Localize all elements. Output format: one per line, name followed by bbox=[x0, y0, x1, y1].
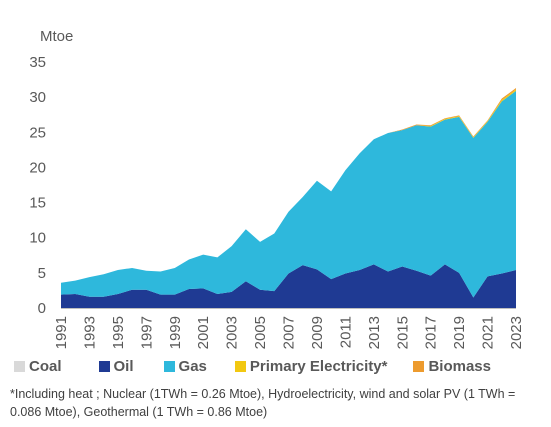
y-tick-label: 30 bbox=[29, 89, 46, 106]
chart: Mtoe 0 5 10 15 20 25 30 35 1991 1993 1995 1997 1999… bbox=[29, 28, 525, 349]
y-unit-label: Mtoe bbox=[40, 28, 73, 45]
legend-label: Coal bbox=[29, 357, 62, 375]
y-tick-label: 20 bbox=[29, 159, 46, 176]
x-tick-label: 2021 bbox=[480, 316, 497, 349]
area-oil bbox=[61, 264, 516, 308]
legend-swatch bbox=[98, 360, 110, 372]
x-tick-label: 1995 bbox=[110, 316, 127, 349]
x-tick-label: 2013 bbox=[366, 316, 383, 349]
legend-label: Biomass bbox=[428, 357, 491, 375]
y-tick-label: 5 bbox=[38, 265, 46, 282]
legend-item-biomass: Biomass bbox=[413, 358, 491, 375]
x-tick-label: 1993 bbox=[81, 316, 98, 349]
x-tick-label: 2015 bbox=[394, 316, 411, 349]
y-tick-label: 25 bbox=[29, 124, 46, 141]
legend-item-gas: Gas bbox=[163, 357, 207, 375]
legend-swatch bbox=[163, 360, 175, 372]
legend-label: Primary Electricity* bbox=[249, 357, 388, 375]
legend-label: Oil bbox=[113, 357, 134, 375]
x-tick-label: 2019 bbox=[451, 316, 468, 349]
y-tick-label: 15 bbox=[29, 195, 46, 212]
legend-swatch bbox=[234, 360, 246, 372]
legend: Coal Oil Gas Primary Electricity* Biomass bbox=[14, 356, 491, 376]
legend-swatch bbox=[14, 360, 25, 372]
series-areas bbox=[61, 88, 516, 308]
x-tick-label: 2007 bbox=[281, 316, 298, 349]
x-tick-label: 2003 bbox=[224, 316, 241, 349]
x-tick-label: 2017 bbox=[423, 316, 440, 349]
x-tick-label: 2009 bbox=[309, 316, 326, 349]
legend-label: Gas bbox=[178, 357, 207, 375]
y-axis: 0 5 10 15 20 25 30 35 bbox=[29, 54, 46, 317]
y-tick-label: 35 bbox=[29, 54, 46, 71]
x-tick-label: 1997 bbox=[138, 316, 155, 349]
x-tick-label: 2005 bbox=[252, 316, 269, 349]
footnote: *Including heat ; Nuclear (1TWh = 0.26 M… bbox=[10, 387, 516, 419]
y-tick-label: 0 bbox=[38, 300, 46, 317]
x-tick-label: 1991 bbox=[53, 316, 70, 349]
legend-swatch bbox=[413, 360, 425, 372]
legend-item-coal: Coal bbox=[14, 358, 62, 375]
area-gas bbox=[61, 90, 516, 298]
legend-item-oil: Oil bbox=[98, 357, 134, 375]
legend-item-primary-electricity: Primary Electricity* bbox=[234, 357, 388, 375]
y-tick-label: 10 bbox=[29, 230, 46, 247]
x-axis: 1991 1993 1995 1997 1999 2001 2003 2005 2007 2009… bbox=[53, 308, 525, 349]
x-tick-label: 2001 bbox=[195, 316, 212, 349]
x-tick-label: 1999 bbox=[167, 316, 184, 349]
x-tick-label: 2023 bbox=[508, 316, 525, 349]
x-tick-label: 2011 bbox=[337, 316, 354, 348]
